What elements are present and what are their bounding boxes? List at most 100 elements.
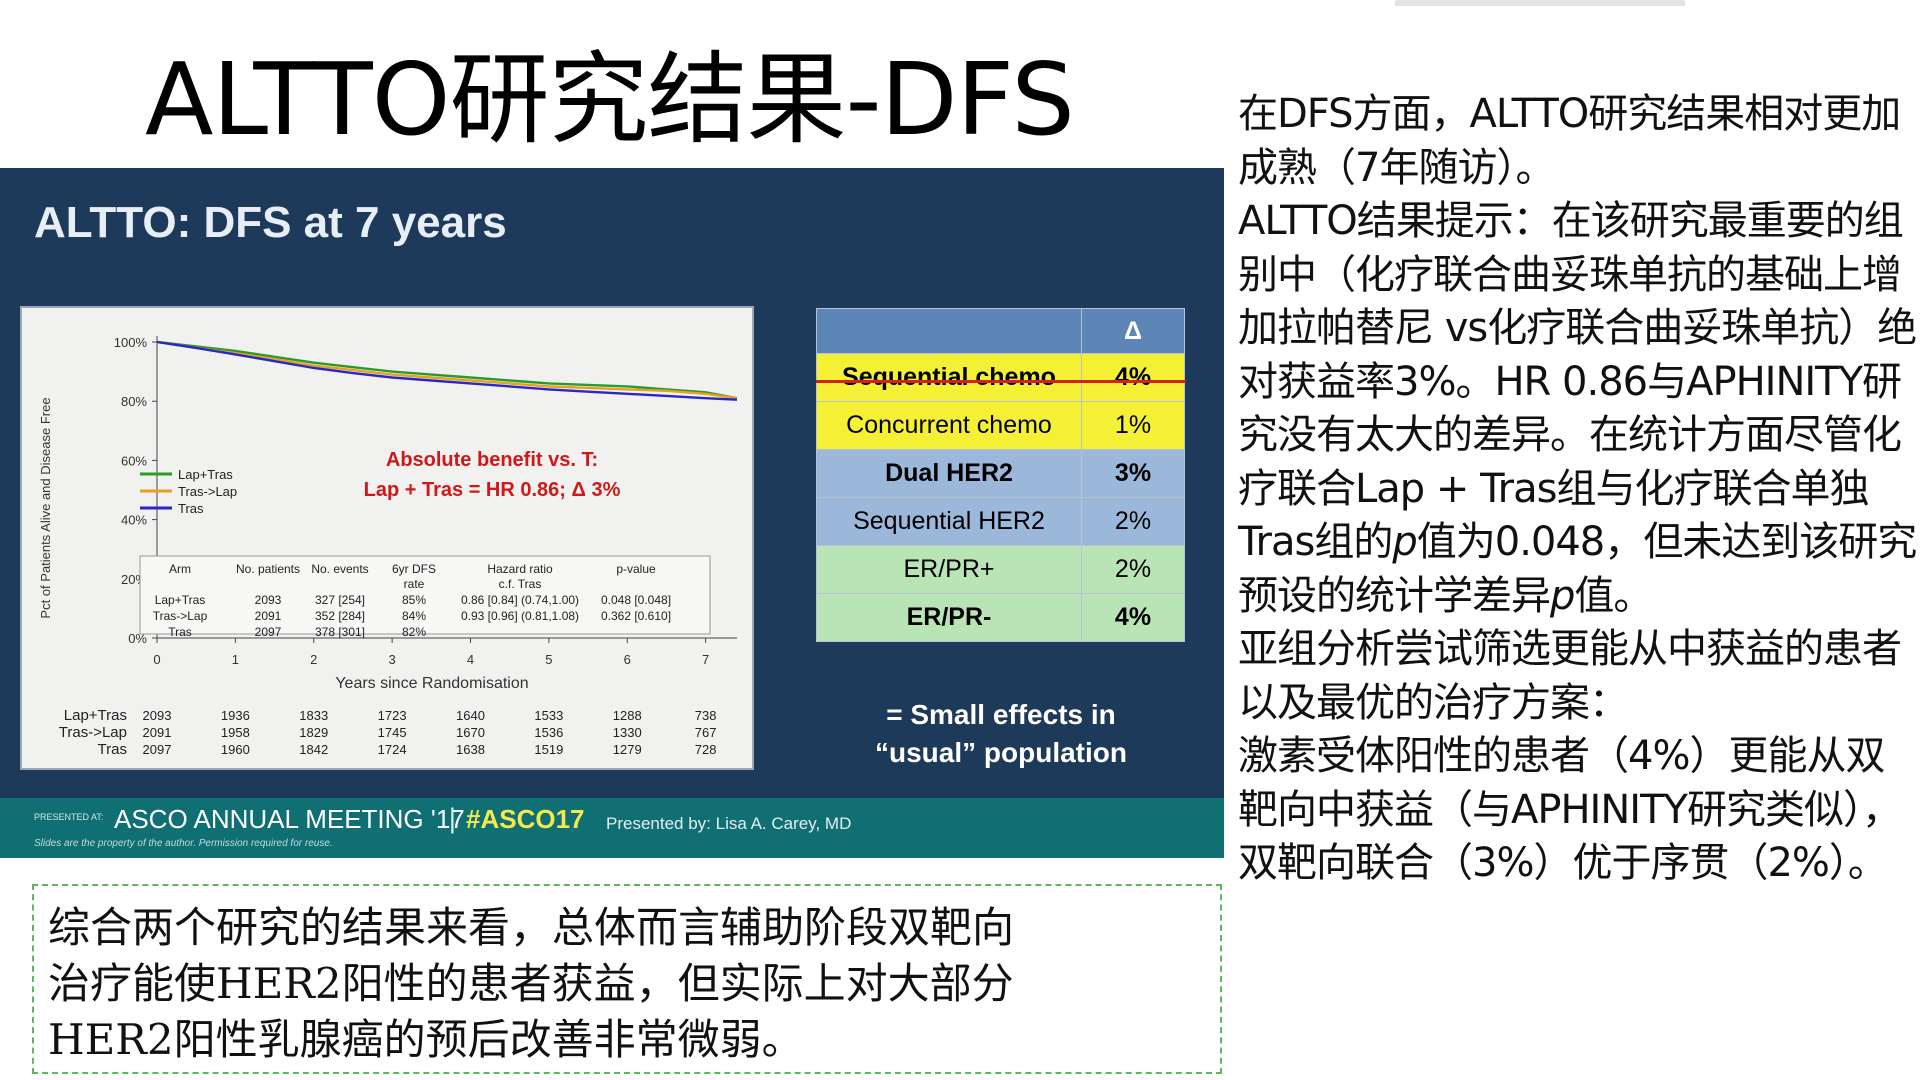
- km-series-line: [156, 340, 738, 400]
- risk-arm-label: Tras: [98, 741, 127, 758]
- stats-header-cell: Arm: [169, 562, 191, 576]
- x-tick-label: 5: [545, 652, 552, 667]
- delta-value-cell: 1%: [1081, 401, 1185, 450]
- risk-value: 1533: [534, 708, 563, 723]
- stats-cell: 85%: [402, 593, 426, 607]
- x-tick-label: 3: [389, 652, 396, 667]
- risk-value: 1288: [613, 708, 642, 723]
- x-tick-label: 1: [232, 652, 239, 667]
- presenter-credit: Presented by: Lisa A. Carey, MD: [606, 814, 852, 833]
- delta-table-header: Δ: [816, 308, 1185, 354]
- small-effects-line1: = Small effects in: [886, 699, 1116, 730]
- summary-line: 综合两个研究的结果来看，总体而言辅助阶段双靶向: [48, 903, 1015, 952]
- commentary-paragraph: 激素受体阳性的患者（4%）更能从双靶向中获益（与APHINITY研究类似），双靶…: [1238, 733, 1902, 886]
- y-tick-label: 100%: [114, 335, 148, 350]
- delta-table-row: Dual HER2 3%: [816, 449, 1185, 498]
- commentary-span: ALTTO结果提示：在该研究最重要的组别中（化疗联合曲妥珠单抗的基础上增加拉帕替…: [1238, 198, 1917, 565]
- commentary-paragraph: 亚组分析尝试筛选更能从中获益的患者以及最优的治疗方案：: [1238, 626, 1902, 726]
- delta-value-cell: 2%: [1081, 545, 1185, 594]
- delta-label-cell: Sequential HER2: [816, 497, 1082, 546]
- risk-value: 1842: [299, 742, 328, 757]
- x-tick-label: 6: [624, 652, 631, 667]
- subgroup-delta-table: Δ Sequential chemo 4% Concurrent chemo 1% Dua…: [816, 308, 1185, 642]
- delta-table-row: Sequential chemo 4%: [816, 353, 1185, 402]
- stats-cell: 378 [301]: [315, 625, 365, 639]
- risk-value: 1279: [613, 742, 642, 757]
- risk-value: 1936: [221, 708, 250, 723]
- y-tick-label: 80%: [121, 394, 147, 409]
- delta-header-cell: [816, 308, 1082, 354]
- stats-header-cell: No. patients: [236, 562, 300, 576]
- stats-header-cell: No. events: [311, 562, 368, 576]
- benefit-annotation-line1: Absolute benefit vs. T:: [386, 449, 598, 471]
- stats-header-cell: c.f. Tras: [499, 577, 542, 591]
- small-effects-note: = Small effects in “usual” population: [816, 696, 1186, 772]
- slide-title: ALTTO: DFS at 7 years: [34, 198, 507, 247]
- risk-value: 1723: [378, 708, 407, 723]
- stats-cell: 327 [254]: [315, 593, 365, 607]
- commentary-paragraph: ALTTO结果提示：在该研究最重要的组别中（化疗联合曲妥珠单抗的基础上增加拉帕替…: [1238, 195, 1918, 623]
- footer-separator: |: [448, 804, 457, 834]
- km-series-line: [156, 340, 738, 400]
- delta-label-cell: Dual HER2: [816, 449, 1082, 498]
- commentary-span: 值为0.048，但未达到该研究预设的统计学差异: [1238, 519, 1917, 619]
- delta-label-cell: ER/PR+: [816, 545, 1082, 594]
- x-axis-label: Years since Randomisation: [335, 675, 528, 692]
- stats-cell: Tras->Lap: [153, 609, 208, 623]
- stats-cell: Lap+Tras: [155, 593, 206, 607]
- risk-value: 2091: [143, 725, 172, 740]
- stats-table-box: [139, 555, 711, 635]
- meeting-hashtag: #ASCO17: [466, 804, 585, 834]
- commentary-span: 值。: [1574, 572, 1653, 619]
- risk-value: 1670: [456, 725, 485, 740]
- x-tick-label: 2: [310, 652, 317, 667]
- risk-value: 1536: [534, 725, 563, 740]
- small-effects-line2: “usual” population: [875, 737, 1127, 768]
- meeting-name: ASCO ANNUAL MEETING '17: [114, 804, 465, 834]
- x-tick-label: 0: [153, 652, 160, 667]
- risk-arm-label: Tras->Lap: [59, 724, 127, 741]
- risk-value: 1638: [456, 742, 485, 757]
- stats-cell: 2093: [255, 593, 282, 607]
- legend-label: Tras: [178, 501, 204, 516]
- y-tick-label: 40%: [121, 513, 147, 528]
- delta-table-row: ER/PR- 4%: [816, 593, 1185, 642]
- delta-header-cell: Δ: [1081, 308, 1185, 354]
- y-tick-label: 60%: [121, 453, 147, 468]
- stats-cell: 2091: [255, 609, 282, 623]
- stats-cell: 84%: [402, 609, 426, 623]
- risk-value: 2093: [143, 708, 172, 723]
- p-italic: p: [1392, 519, 1417, 565]
- delta-label-cell: ER/PR-: [816, 593, 1082, 642]
- commentary-text: 在DFS方面，ALTTO研究结果相对更加成熟（7年随访）。 ALTTO结果提示：…: [1238, 88, 1918, 891]
- delta-table-row: Sequential HER2 2%: [816, 497, 1185, 546]
- y-tick-label: 0%: [128, 631, 147, 646]
- slide-image: ALTTO: DFS at 7 years 0% 20% 40% 60% 80% 100%…: [0, 168, 1224, 858]
- legend-label: Tras->Lap: [178, 484, 237, 499]
- strike-through-line: [816, 380, 1186, 383]
- stats-cell: 352 [284]: [315, 609, 365, 623]
- risk-value: 2097: [143, 742, 172, 757]
- risk-value: 738: [695, 708, 717, 723]
- km-series-line: [156, 340, 738, 401]
- stats-cell: 2097: [255, 625, 282, 639]
- y-axis-label: Pct of Patients Alive and Disease Free: [38, 397, 53, 618]
- delta-table-row: Concurrent chemo 1%: [816, 401, 1185, 450]
- commentary-paragraph: 在DFS方面，ALTTO研究结果相对更加成熟（7年随访）。: [1238, 91, 1901, 191]
- summary-text: 综合两个研究的结果来看，总体而言辅助阶段双靶向 治疗能使HER2阳性的患者获益，…: [48, 900, 1208, 1068]
- km-chart: 0%20%40%60%80%100%0 1 2 3 4 5 6 7 Lap+TrasTras-…: [38, 335, 738, 758]
- top-tab-strip: [1395, 0, 1685, 6]
- risk-value: 1960: [221, 742, 250, 757]
- risk-value: 1724: [378, 742, 407, 757]
- risk-value: 1330: [613, 725, 642, 740]
- risk-value: 1833: [299, 708, 328, 723]
- stats-header-cell: rate: [404, 577, 425, 591]
- x-tick-label: 4: [467, 652, 474, 667]
- benefit-annotation-line2: Lap + Tras = HR 0.86; Δ 3%: [364, 479, 621, 501]
- delta-table-row: ER/PR+ 2%: [816, 545, 1185, 594]
- delta-label-cell: Sequential chemo: [816, 353, 1082, 402]
- risk-value: 1829: [299, 725, 328, 740]
- summary-line: HER2阳性乳腺癌的预后改善非常微弱。: [48, 1015, 804, 1064]
- risk-value: 1745: [378, 725, 407, 740]
- stats-cell: 0.048 [0.048]: [601, 593, 671, 607]
